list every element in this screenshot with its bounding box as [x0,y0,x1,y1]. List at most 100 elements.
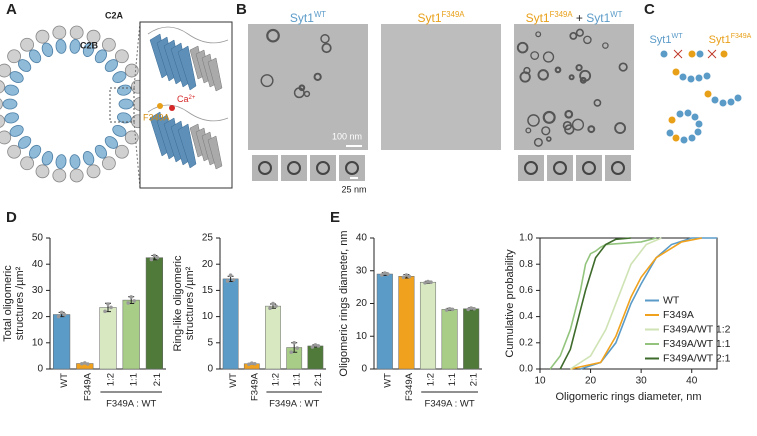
data-point [225,279,230,283]
zoom-line [133,121,141,189]
particle [614,122,627,134]
particle [569,31,578,40]
particle [524,161,538,175]
y-tick-label: 30 [32,285,44,296]
protein-dot [668,116,676,124]
protein-dot [694,128,702,136]
y-tick-label: 15 [202,285,214,296]
protein-dot [696,50,704,58]
c2-domain [7,49,22,64]
text-part: WT [671,32,683,40]
c2b-domain [112,71,127,83]
bar [419,281,437,370]
c2-domain [0,63,12,78]
panel-label: A [6,1,17,18]
em-image [381,24,501,150]
x-tick-label: 2:1 [313,373,324,386]
em-thumb [605,155,631,181]
data-point [126,301,130,305]
label: F349A [143,112,170,122]
bar [122,299,140,370]
c2-domain [0,130,12,145]
x-tick-label: 1:1 [447,373,458,386]
y-tick-label: 50 [32,233,44,244]
label: Ca2+ [177,94,196,104]
data-point [429,280,433,285]
bar [376,273,393,370]
particle [293,87,305,99]
loop [147,26,229,44]
particle [593,99,602,107]
bar [441,309,458,370]
particle [553,161,567,175]
data-point [401,275,406,280]
x-tick-label: WT [59,373,70,388]
y-axis-label: structures /µm² [184,266,196,340]
text-part: Syt1 [290,11,314,25]
c2b-domain [28,49,42,64]
y-axis-label: Total oligomeric [2,265,14,342]
data-point [155,255,160,260]
data-point [109,305,113,310]
em-thumb [281,155,307,181]
particle [320,34,330,44]
c2b-domain [117,112,132,124]
text-part: 2+ [189,95,196,101]
particle [525,127,532,134]
c2-domain [0,114,5,128]
x-tick-label: WT [382,373,393,388]
bar [398,276,415,370]
c2b-domain [104,59,119,72]
bar [307,345,324,370]
text-part: WT [314,10,326,19]
particle [260,74,274,88]
x-axis-label: Oligomeric rings diameter, nm [555,391,701,403]
data-point [56,314,61,319]
bar [145,257,164,370]
label: Syt1WT [290,10,326,26]
y-tick-label: 0.4 [519,311,533,322]
data-point [447,306,452,311]
c2b-domain [9,125,24,137]
c2-domain [114,144,129,159]
data-point [292,341,297,345]
c2b-domain [94,144,108,159]
protein-dot [688,134,696,142]
protein-dot [711,96,719,104]
text-part: Syt1 [418,11,442,25]
particle [545,136,552,142]
c2-domain [102,37,116,52]
x-tick-label: 2:1 [152,373,163,386]
c2-domain [124,63,139,78]
bar [99,307,117,370]
bar [463,308,480,370]
panel-label: C [644,1,655,18]
y-tick-label: 25 [202,233,214,244]
y-tick-label: 10 [356,331,368,342]
data-point [271,301,275,306]
data-point [469,306,474,310]
scale-label: 25 nm [341,184,366,194]
em-thumb [518,155,544,181]
text-part: WT [610,10,622,19]
particle [582,161,596,175]
protein-dot [695,74,703,82]
y-tick-label: 20 [202,259,214,270]
em-thumb [339,155,365,181]
c2-domain [114,49,129,64]
particle [575,64,583,72]
particle [258,161,272,175]
c2b-domain [17,136,32,149]
data-point [316,344,321,348]
x-tick-label: 1:2 [426,373,437,386]
particle [564,124,575,135]
c2-domain [86,164,101,179]
y-axis-label: Ring-like oligomeric [172,255,184,351]
particle [587,125,596,134]
data-point [423,281,427,285]
y-tick-label: 0.0 [519,364,533,375]
y-tick-label: 20 [32,311,44,322]
protein-dot [680,136,688,144]
data-point [228,273,233,278]
protein-dot [734,94,742,102]
